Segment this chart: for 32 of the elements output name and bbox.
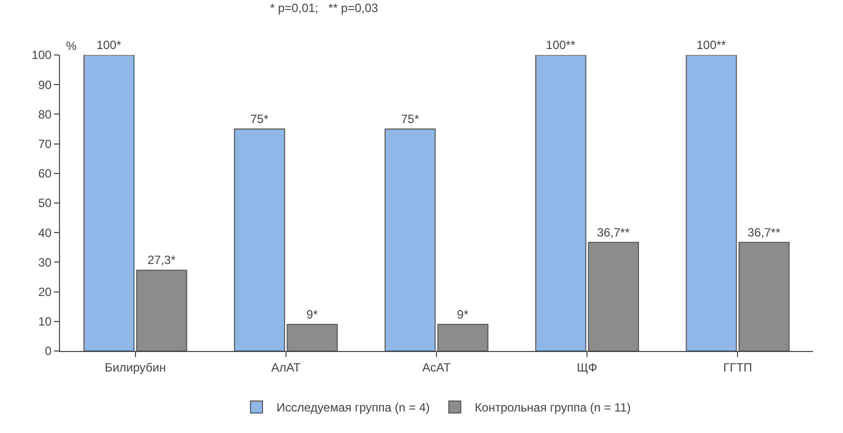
data-label: 75* xyxy=(250,112,269,126)
y-tick-label: 60 xyxy=(38,166,52,181)
y-tick-label: 10 xyxy=(38,314,52,329)
bar xyxy=(384,128,436,351)
y-tick-label: 0 xyxy=(44,344,52,358)
data-label: 100** xyxy=(546,38,576,52)
data-label: 27,3* xyxy=(147,253,176,268)
data-label: 36,7** xyxy=(596,225,630,240)
legend-label: Исследуемая группа (n = 4) xyxy=(276,400,430,415)
x-tick-label: ЩФ xyxy=(576,360,598,374)
y-tick-label: 30 xyxy=(38,255,52,270)
data-label: 75* xyxy=(400,112,420,126)
y-tick-label: 20 xyxy=(38,285,52,299)
y-tick-label: 50 xyxy=(38,196,52,210)
y-tick-label: 90 xyxy=(38,78,52,92)
x-tick-label: Билирубин xyxy=(104,360,166,374)
data-label: 100** xyxy=(696,38,726,52)
x-tick-label: ГГТП xyxy=(723,360,752,374)
data-label: 36,7** xyxy=(748,225,781,240)
bar xyxy=(437,324,488,351)
y-axis-title: % xyxy=(66,39,77,53)
y-tick-label: 70 xyxy=(38,137,52,151)
y-tick-label: 100 xyxy=(32,48,52,62)
data-label: 9* xyxy=(457,307,469,322)
data-label: 9* xyxy=(306,307,318,322)
data-label: 100* xyxy=(96,38,122,52)
x-tick-label: АлАТ xyxy=(271,360,302,374)
y-tick-label: 80 xyxy=(38,107,52,122)
legend-label: Контрольная группа (n = 11) xyxy=(474,400,631,415)
text: * p=0,01; ** p=0,03 xyxy=(270,1,378,15)
y-tick-label: 40 xyxy=(38,226,52,240)
x-tick-label: АсАТ xyxy=(422,360,452,374)
